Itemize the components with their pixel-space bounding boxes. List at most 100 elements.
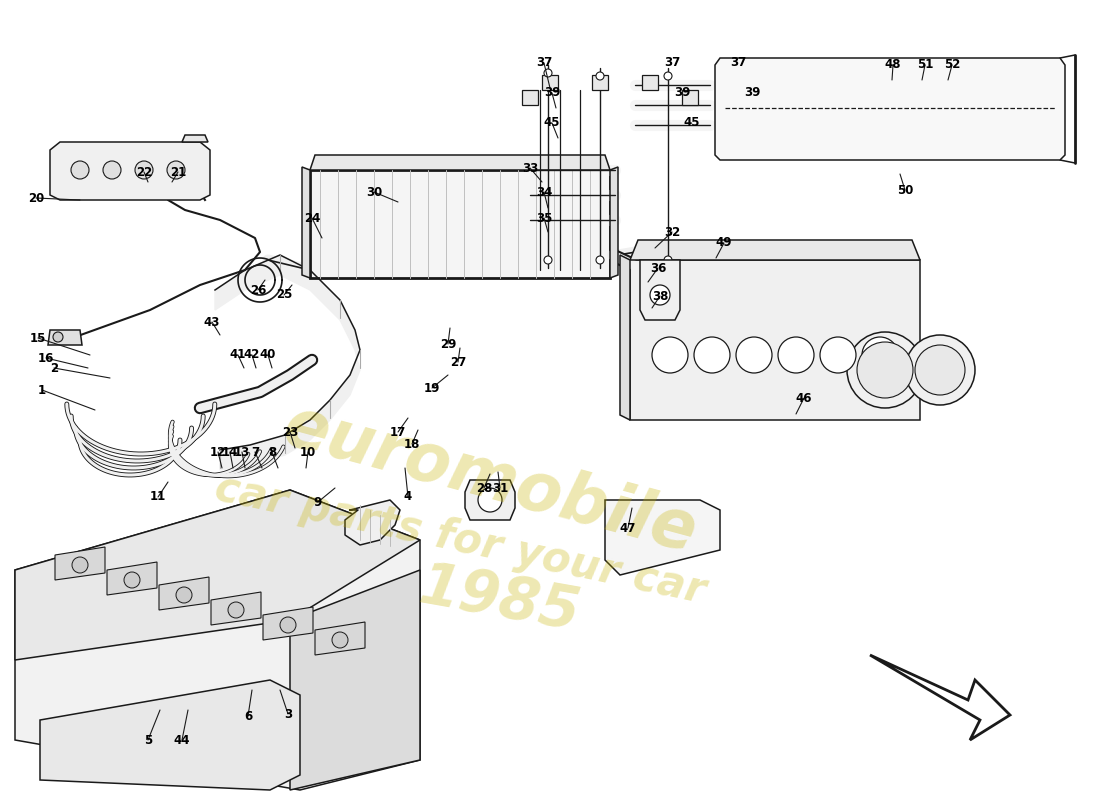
Polygon shape (640, 260, 680, 320)
Polygon shape (522, 90, 538, 105)
Polygon shape (290, 570, 420, 790)
Text: 11: 11 (150, 490, 166, 503)
Polygon shape (55, 547, 104, 580)
Text: 32: 32 (664, 226, 680, 238)
Text: 39: 39 (744, 86, 760, 99)
Text: 6: 6 (244, 710, 252, 722)
Text: 45: 45 (543, 117, 560, 130)
Circle shape (544, 69, 552, 77)
Polygon shape (263, 607, 313, 640)
Circle shape (820, 337, 856, 373)
Text: euromobile: euromobile (276, 393, 704, 567)
Text: 20: 20 (28, 191, 44, 205)
Text: 31: 31 (492, 482, 508, 494)
Text: 52: 52 (944, 58, 960, 71)
Text: 35: 35 (536, 211, 552, 225)
Text: 8: 8 (268, 446, 276, 458)
Text: 21: 21 (169, 166, 186, 178)
Text: 38: 38 (652, 290, 668, 302)
Polygon shape (310, 155, 610, 170)
Text: 23: 23 (282, 426, 298, 438)
Text: 50: 50 (896, 183, 913, 197)
Text: 47: 47 (619, 522, 636, 534)
Polygon shape (715, 58, 1065, 160)
Circle shape (478, 488, 502, 512)
Text: 40: 40 (260, 349, 276, 362)
Circle shape (72, 557, 88, 573)
Polygon shape (15, 490, 420, 790)
Circle shape (228, 602, 244, 618)
Polygon shape (345, 500, 400, 545)
Text: 46: 46 (795, 391, 812, 405)
Text: 10: 10 (300, 446, 316, 458)
Text: 51: 51 (916, 58, 933, 71)
Text: 13: 13 (234, 446, 250, 458)
Polygon shape (605, 500, 720, 575)
Polygon shape (182, 135, 208, 142)
Text: 37: 37 (730, 57, 746, 70)
Circle shape (847, 332, 923, 408)
Text: 3: 3 (284, 707, 293, 721)
Circle shape (103, 161, 121, 179)
Text: 27: 27 (450, 355, 466, 369)
Circle shape (124, 572, 140, 588)
Text: 7: 7 (251, 446, 260, 458)
Circle shape (778, 337, 814, 373)
Circle shape (280, 617, 296, 633)
Text: 2: 2 (50, 362, 58, 374)
Polygon shape (592, 75, 608, 90)
Text: 25: 25 (276, 289, 293, 302)
Polygon shape (620, 255, 630, 420)
Circle shape (332, 632, 348, 648)
Text: 36: 36 (650, 262, 667, 274)
Text: 44: 44 (174, 734, 190, 746)
Text: 22: 22 (136, 166, 152, 178)
Circle shape (596, 72, 604, 80)
Text: 42: 42 (244, 349, 261, 362)
Circle shape (596, 256, 604, 264)
Text: 12: 12 (210, 446, 227, 458)
Text: 37: 37 (664, 57, 680, 70)
Circle shape (694, 337, 730, 373)
Circle shape (857, 342, 913, 398)
Text: car parts for your car: car parts for your car (211, 467, 710, 613)
Polygon shape (40, 680, 300, 790)
Circle shape (736, 337, 772, 373)
Text: 28: 28 (476, 482, 492, 494)
Circle shape (862, 337, 898, 373)
Polygon shape (107, 562, 157, 595)
Text: 41: 41 (230, 349, 246, 362)
Text: 24: 24 (304, 211, 320, 225)
Text: 33: 33 (521, 162, 538, 174)
Polygon shape (465, 480, 515, 520)
Text: 19: 19 (424, 382, 440, 394)
Circle shape (664, 256, 672, 264)
Text: 18: 18 (404, 438, 420, 450)
Circle shape (544, 256, 552, 264)
Polygon shape (48, 330, 82, 345)
Circle shape (650, 285, 670, 305)
Polygon shape (160, 577, 209, 610)
Polygon shape (642, 75, 658, 90)
Text: 45: 45 (684, 117, 701, 130)
Circle shape (652, 337, 688, 373)
Text: 14: 14 (222, 446, 239, 458)
Text: 15: 15 (30, 331, 46, 345)
Text: 16: 16 (37, 351, 54, 365)
Text: 5: 5 (144, 734, 152, 746)
Polygon shape (630, 240, 920, 260)
Polygon shape (211, 592, 261, 625)
Polygon shape (630, 260, 920, 420)
Text: 1: 1 (37, 383, 46, 397)
Circle shape (905, 335, 975, 405)
Circle shape (167, 161, 185, 179)
Text: 43: 43 (204, 315, 220, 329)
Polygon shape (302, 167, 310, 278)
Circle shape (72, 161, 89, 179)
Polygon shape (310, 170, 610, 278)
Text: 49: 49 (716, 237, 733, 250)
Polygon shape (315, 622, 365, 655)
Polygon shape (682, 90, 698, 105)
Polygon shape (870, 655, 1010, 740)
Text: 4: 4 (404, 490, 412, 503)
